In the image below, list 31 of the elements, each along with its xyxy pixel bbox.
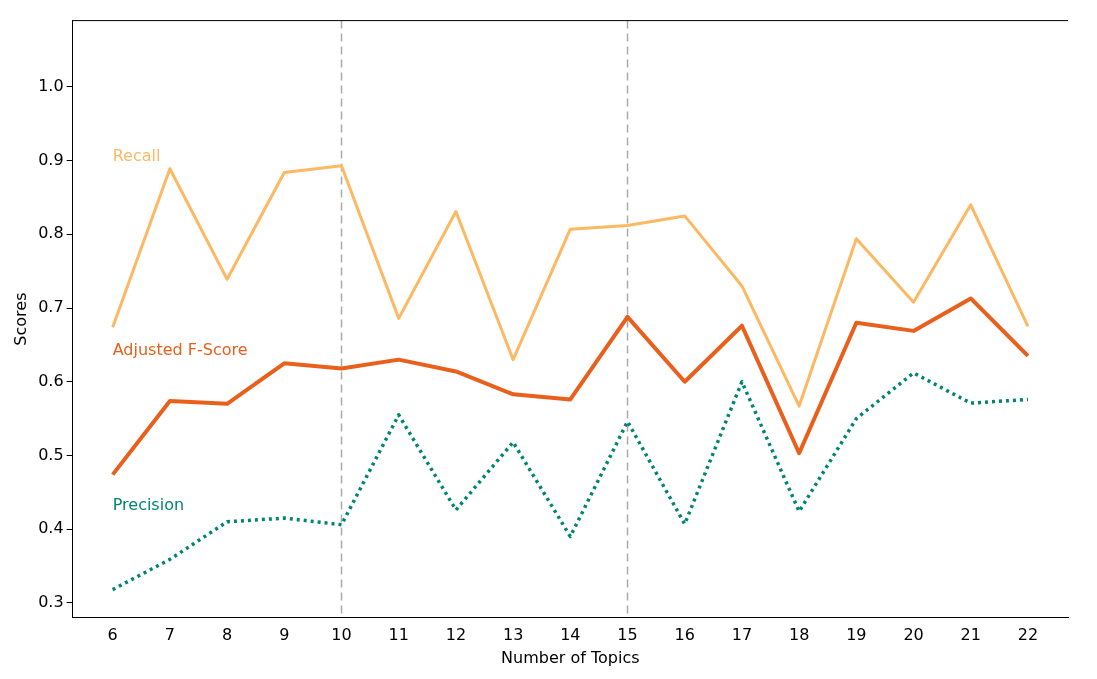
x-tick-label: 21 [960,625,981,645]
y-tick-label: 0.5 [38,444,64,464]
y-tick-label: 0.6 [38,370,64,390]
x-tick-label: 20 [903,625,924,645]
x-tick-label: 13 [502,625,524,645]
y-axis-title: Scores [10,292,30,346]
x-tick-label: 8 [222,625,233,645]
x-tick-label: 10 [331,625,352,645]
x-tick-label: 19 [846,625,867,645]
line-series [110,371,1030,592]
series-label: Adjusted F-Score [112,340,248,360]
x-tick-label: 17 [731,625,753,645]
x-tick-label: 16 [674,625,695,645]
y-tick-label: 0.7 [38,297,64,317]
y-tick-label: 0.9 [38,149,64,169]
x-tick-label: 7 [164,625,175,645]
y-tick-label: 1.0 [38,76,64,96]
series-label: Precision [112,495,185,515]
y-tick-label: 0.3 [38,592,64,612]
x-tick-label: 15 [617,625,638,645]
x-axis-title: Number of Topics [501,647,640,667]
y-tick-label: 0.8 [38,223,64,243]
x-tick-label: 9 [279,625,290,645]
x-tick-label: 18 [788,625,810,645]
x-tick-label: 6 [107,625,118,645]
series-label: Recall [112,145,161,165]
x-tick-label: 11 [388,625,409,645]
y-tick-label: 0.4 [38,518,64,538]
x-tick-label: 14 [560,625,581,645]
x-tick-label: 12 [445,625,467,645]
x-tick-label: 22 [1017,625,1039,645]
